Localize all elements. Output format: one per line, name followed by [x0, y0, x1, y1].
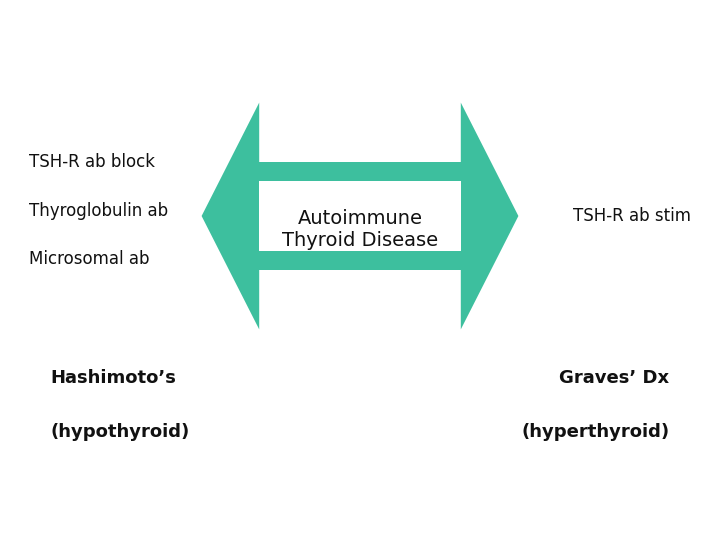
Text: Autoimmune
Thyroid Disease: Autoimmune Thyroid Disease	[282, 209, 438, 250]
Polygon shape	[259, 181, 461, 251]
Text: TSH-R ab stim: TSH-R ab stim	[573, 207, 691, 225]
Text: Hashimoto’s: Hashimoto’s	[50, 369, 176, 387]
Text: Microsomal ab: Microsomal ab	[29, 250, 149, 268]
Polygon shape	[202, 103, 518, 329]
Text: (hyperthyroid): (hyperthyroid)	[521, 423, 670, 441]
Text: Graves’ Dx: Graves’ Dx	[559, 369, 670, 387]
Text: TSH-R ab block: TSH-R ab block	[29, 153, 155, 171]
Text: Thyroglobulin ab: Thyroglobulin ab	[29, 201, 168, 220]
Text: (hypothyroid): (hypothyroid)	[50, 423, 189, 441]
